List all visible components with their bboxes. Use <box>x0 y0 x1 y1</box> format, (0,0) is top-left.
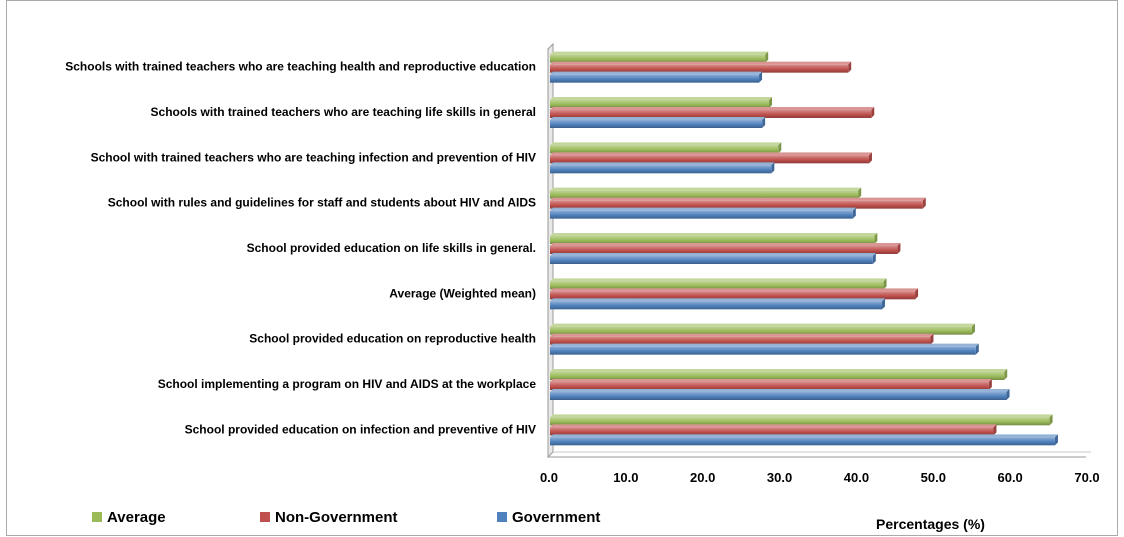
category-label: Schools with trained teachers who are te… <box>151 105 536 119</box>
category-label: School implementing a program on HIV and… <box>158 377 537 391</box>
category-label: School provided education on infection a… <box>185 422 536 436</box>
bar-non-government <box>550 379 992 390</box>
bar-non-government <box>550 152 872 164</box>
bar-average <box>550 369 1008 380</box>
category-label: School provided education on reproductiv… <box>249 332 536 346</box>
legend-label: Government <box>512 509 600 526</box>
x-tick-label: 50.0 <box>921 470 946 485</box>
bar-average <box>550 142 782 154</box>
bar-government <box>550 343 979 355</box>
bar-government <box>550 298 886 310</box>
bar-average <box>550 233 878 244</box>
chart-frame <box>6 0 1118 536</box>
x-tick-label: 70.0 <box>1074 470 1099 485</box>
legend-label: Non-Government <box>275 509 398 526</box>
category-label: Schools with trained teachers who are te… <box>65 60 536 74</box>
x-tick-label: 60.0 <box>997 470 1022 485</box>
bar-non-government <box>550 288 919 300</box>
bar-non-government <box>550 197 926 209</box>
legend-swatch <box>260 512 270 522</box>
category-label: School with trained teachers who are tea… <box>91 150 536 164</box>
bar-government <box>550 71 763 83</box>
category-label: Average (Weighted mean) <box>389 286 536 300</box>
legend-item-non-government: Non-Government <box>260 509 398 526</box>
legend-swatch <box>92 512 102 522</box>
x-tick-label: 10.0 <box>613 470 638 485</box>
x-tick-label: 40.0 <box>844 470 869 485</box>
x-tick-label: 0.0 <box>540 470 558 485</box>
legend-item-government: Government <box>497 509 600 526</box>
category-label: School provided education on life skills… <box>247 241 536 255</box>
category-labels: Schools with trained teachers who are te… <box>65 60 536 437</box>
bar-non-government <box>550 61 852 73</box>
bar-government <box>550 207 856 219</box>
bar-non-government <box>550 333 934 345</box>
bar-government <box>550 434 1058 446</box>
legend-item-average: Average <box>92 509 166 526</box>
bars-group <box>550 51 1058 446</box>
x-tick-label: 30.0 <box>767 470 792 485</box>
bar-average <box>550 51 769 63</box>
legend-label: Average <box>107 509 166 526</box>
x-axis-title: Percentages (%) <box>876 516 985 532</box>
legend-swatch <box>497 512 507 522</box>
bar-average <box>550 97 773 108</box>
legend: Average Non-Government Government <box>92 509 600 526</box>
bar-average <box>550 278 887 290</box>
bar-average <box>550 187 862 199</box>
bar-government <box>550 253 876 264</box>
bar-non-government <box>550 243 901 254</box>
bar-government <box>550 117 766 128</box>
category-label: School with rules and guidelines for sta… <box>108 196 536 210</box>
bar-average <box>550 414 1053 426</box>
bar-government <box>550 162 775 174</box>
bar-non-government <box>550 424 997 436</box>
bar-government <box>550 389 1010 400</box>
bar-average <box>550 323 975 335</box>
x-tick-label: 20.0 <box>690 470 715 485</box>
bar-non-government <box>550 107 875 118</box>
x-tick-labels: 0.0 10.0 20.0 30.0 40.0 50.0 60.0 70.0 <box>540 470 1100 485</box>
